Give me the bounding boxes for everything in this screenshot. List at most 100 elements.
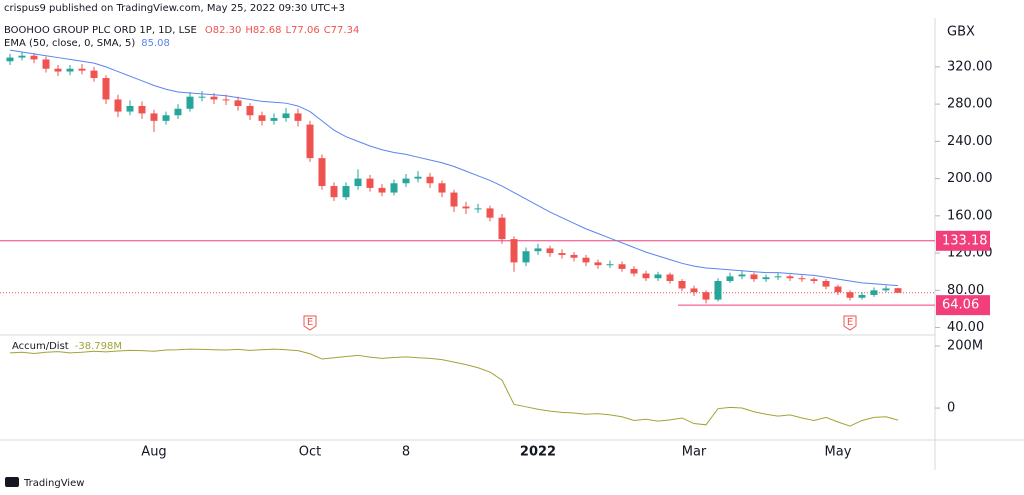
candle-body [678, 281, 686, 289]
level-price-box [936, 230, 990, 251]
accum-dist-value: -38.798M [75, 341, 122, 352]
accum-dist-line [9, 348, 899, 427]
candle-body [510, 239, 518, 263]
candle-body [618, 264, 626, 269]
ohlc-value: L77.06 [286, 25, 320, 36]
candle-body [522, 251, 530, 263]
candle-body [894, 288, 902, 293]
footer-text: TradingView [23, 478, 84, 489]
symbol-name: BOOHOO GROUP PLC ORD 1P, 1D, LSE [4, 25, 197, 36]
ohlc-value: C77.34 [324, 25, 360, 36]
candle-body [582, 257, 590, 263]
candle-body [450, 192, 458, 207]
level-price-box [936, 295, 990, 316]
symbol-legend: BOOHOO GROUP PLC ORD 1P, 1D, LSE O82.30 H8… [4, 25, 359, 36]
x-tick-label: Oct [299, 445, 321, 460]
candle-body [654, 274, 662, 279]
y-tick-label: 160.00 [947, 208, 993, 223]
candle-body [114, 99, 122, 112]
x-tick-label: May [825, 445, 852, 460]
candle-body [354, 178, 362, 187]
candle-body [162, 115, 170, 121]
candle-body [594, 262, 602, 266]
candle-body [798, 278, 806, 280]
candle-body [738, 274, 746, 277]
candle-body [78, 68, 86, 71]
ohlc-value: H82.68 [245, 25, 281, 36]
candle-body [690, 288, 698, 293]
candle-body [774, 276, 782, 278]
x-tick-label: 2022 [520, 445, 556, 460]
candle-body [882, 288, 890, 291]
candle-body [846, 292, 854, 298]
candle-body [342, 186, 350, 198]
ohlc-value: O82.30 [205, 25, 242, 36]
publisher: crispus9 published on TradingView.com, M… [4, 3, 345, 14]
candle-body [294, 113, 302, 121]
ema-legend: EMA (50, close, 0, SMA, 5) 85.08 [4, 38, 170, 49]
candle-body [6, 57, 14, 62]
candle-body [186, 96, 194, 109]
candle-body [306, 124, 314, 159]
candle-body [234, 100, 242, 106]
earnings-marker: E [843, 315, 857, 331]
candle-body [150, 113, 158, 121]
y2-tick-label: 200M [947, 339, 983, 354]
candle-body [126, 105, 134, 112]
candle-body [318, 158, 326, 187]
earnings-label: E [307, 317, 313, 328]
candle-body [42, 59, 50, 69]
candle-body [282, 113, 290, 119]
earnings-marker: E [303, 315, 317, 331]
candle-body [642, 273, 650, 279]
y2-tick-label: 0 [947, 401, 955, 416]
candle-body [54, 68, 62, 72]
candle-body [462, 206, 470, 209]
candle-body [726, 276, 734, 282]
candle-body [270, 118, 278, 121]
candle-body [198, 96, 206, 98]
candle-body [834, 286, 842, 293]
candle-body [558, 253, 566, 255]
candle-body [378, 187, 386, 193]
candle-body [102, 78, 110, 100]
candle-body [438, 183, 446, 193]
candle-body [570, 254, 578, 258]
candle-body [546, 248, 554, 254]
candle-body [366, 178, 374, 188]
ema-value: 85.08 [141, 38, 170, 49]
candle-body [330, 186, 338, 198]
candle-body [390, 183, 398, 193]
level-price-label: 133.18 [942, 233, 988, 248]
candle-body [90, 70, 98, 79]
candle-body [810, 279, 818, 282]
candle-body [786, 276, 794, 279]
candle-body [702, 292, 710, 300]
x-tick-label: 8 [402, 445, 410, 460]
candle-body [474, 208, 482, 210]
candle-body [822, 281, 830, 287]
candle-body [714, 281, 722, 300]
ema-name: EMA (50, close, 0, SMA, 5) [4, 38, 135, 49]
candle-body [630, 268, 638, 274]
candle-body [750, 274, 758, 280]
y-tick-label: 200.00 [947, 171, 993, 186]
currency: GBX [947, 25, 975, 40]
candle-body [858, 294, 866, 298]
candle-body [606, 264, 614, 266]
y-tick-label: 320.00 [947, 59, 993, 74]
candle-body [246, 105, 254, 116]
candle-body [66, 68, 74, 72]
y-tick-label: 280.00 [947, 97, 993, 112]
candle-body [402, 178, 410, 184]
accum-dist-name: Accum/Dist [12, 341, 69, 352]
candle-body [498, 217, 506, 240]
candle-body [534, 248, 542, 252]
candle-body [426, 176, 434, 184]
x-tick-label: Mar [682, 445, 707, 460]
candle-body [222, 99, 230, 101]
candle-body [174, 108, 182, 116]
level-price-label: 64.06 [942, 298, 979, 313]
